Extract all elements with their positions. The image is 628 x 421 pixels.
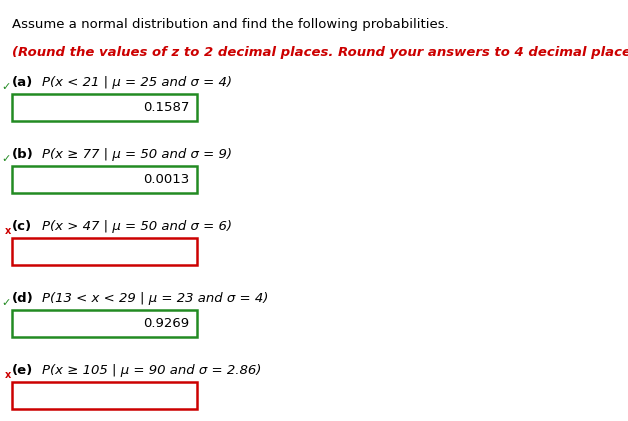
Text: (c): (c) xyxy=(12,220,32,233)
Text: 0.9269: 0.9269 xyxy=(143,317,189,330)
Text: ✓: ✓ xyxy=(2,154,11,164)
Text: P(x ≥ 77 | μ = 50 and σ = 9): P(x ≥ 77 | μ = 50 and σ = 9) xyxy=(42,148,232,161)
Text: (d): (d) xyxy=(12,292,34,305)
Bar xyxy=(12,166,197,193)
Bar xyxy=(12,238,197,265)
Text: ✓: ✓ xyxy=(2,298,11,308)
Text: x: x xyxy=(5,226,11,236)
Text: P(13 < x < 29 | μ = 23 and σ = 4): P(13 < x < 29 | μ = 23 and σ = 4) xyxy=(42,292,268,305)
Text: (e): (e) xyxy=(12,364,33,377)
Bar xyxy=(12,310,197,337)
Text: P(x > 47 | μ = 50 and σ = 6): P(x > 47 | μ = 50 and σ = 6) xyxy=(42,220,232,233)
Text: ✓: ✓ xyxy=(2,82,11,92)
Text: x: x xyxy=(5,370,11,380)
Text: (a): (a) xyxy=(12,76,33,89)
Text: 0.0013: 0.0013 xyxy=(143,173,189,186)
Text: P(x ≥ 105 | μ = 90 and σ = 2.86): P(x ≥ 105 | μ = 90 and σ = 2.86) xyxy=(42,364,261,377)
Text: 0.1587: 0.1587 xyxy=(143,101,189,114)
Bar xyxy=(12,94,197,121)
Bar xyxy=(12,382,197,409)
Text: (Round the values of z to 2 decimal places. Round your answers to 4 decimal plac: (Round the values of z to 2 decimal plac… xyxy=(12,46,628,59)
Text: P(x < 21 | μ = 25 and σ = 4): P(x < 21 | μ = 25 and σ = 4) xyxy=(42,76,232,89)
Text: (b): (b) xyxy=(12,148,34,161)
Text: Assume a normal distribution and find the following probabilities.: Assume a normal distribution and find th… xyxy=(12,18,449,31)
